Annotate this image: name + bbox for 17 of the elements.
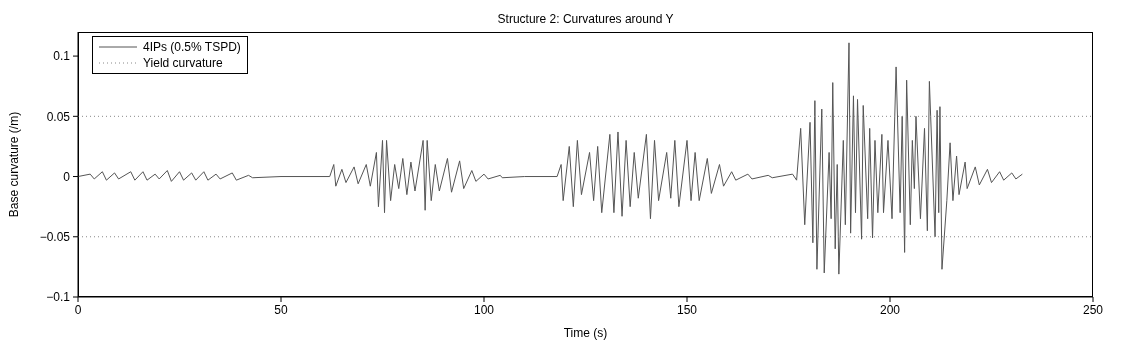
x-tick-label: 150	[676, 302, 698, 317]
x-tick-label: 0	[74, 302, 82, 317]
x-axis-title: Time (s)	[563, 326, 608, 340]
y-tick-label: −0.1	[46, 290, 71, 305]
x-tick-label: 50	[274, 302, 288, 317]
legend-label: Yield curvature	[143, 55, 223, 71]
x-tick-label: 200	[879, 302, 901, 317]
chart-title: Structure 2: Curvatures around Y	[496, 12, 675, 26]
y-axis-title: Base curvature (/m)	[7, 111, 22, 218]
y-tick-label: −0.05	[39, 230, 71, 245]
y-tick-label: 0.05	[46, 109, 71, 124]
line-series	[78, 42, 1023, 275]
legend-label: 4IPs (0.5% TSPD)	[143, 39, 241, 55]
x-tick-label: 100	[473, 302, 495, 317]
y-tick-label: 0	[63, 169, 71, 184]
x-tick-label: 250	[1082, 302, 1104, 317]
y-tick-label: 0.1	[53, 49, 71, 64]
